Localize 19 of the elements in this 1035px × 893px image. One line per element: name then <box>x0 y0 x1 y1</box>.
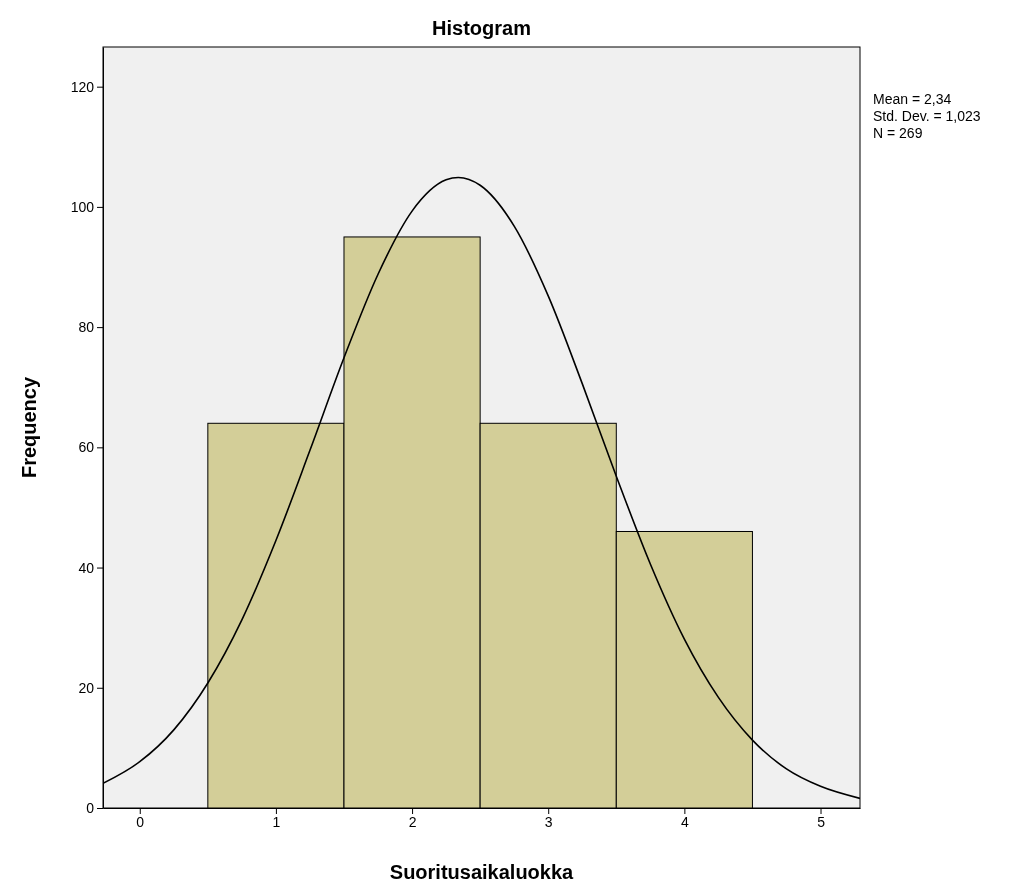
x-axis-title: Suoritusaikaluokka <box>389 861 575 883</box>
y-tick-label: 60 <box>78 439 95 456</box>
x-tick-label: 2 <box>408 813 417 830</box>
text: Mean = 2,34 <box>873 91 952 107</box>
y-tick-label: 80 <box>78 319 95 336</box>
y-tick-label: 20 <box>78 679 95 696</box>
y-tick-label: 100 <box>70 198 95 215</box>
x-tick-label: 3 <box>544 813 553 830</box>
y-axis-title: Frequency <box>18 376 40 479</box>
text: N = 269 <box>873 125 923 141</box>
y-tick-label: 120 <box>70 78 95 95</box>
x-tick-label: 1 <box>272 813 281 830</box>
x-tick-label: 5 <box>817 813 826 830</box>
x-tick-label: 0 <box>136 813 145 830</box>
y-tick-label: 0 <box>86 799 95 816</box>
y-tick-label: 40 <box>78 559 95 576</box>
text: Std. Dev. = 1,023 <box>873 108 981 124</box>
chart-title: Histogram <box>432 17 531 39</box>
x-tick-label: 4 <box>680 813 689 830</box>
